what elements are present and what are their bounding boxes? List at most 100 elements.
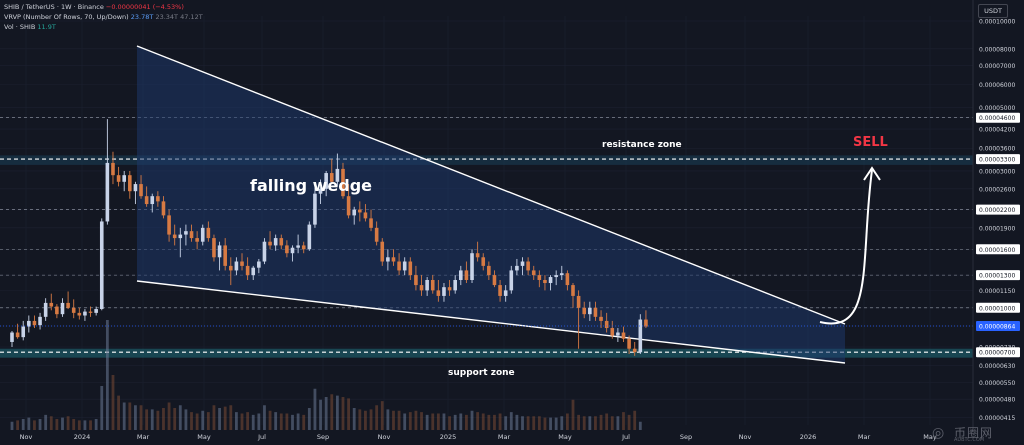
candle-body: [77, 312, 82, 316]
volume-bar: [330, 394, 334, 430]
volume-bar: [139, 405, 143, 430]
volume-bar: [425, 414, 429, 430]
candle-body: [408, 261, 413, 276]
volume-bar: [594, 416, 597, 430]
candle-body: [71, 307, 76, 313]
price-tick-label: 0.00001900: [979, 225, 1015, 232]
candle-body: [543, 279, 547, 284]
time-tick-label: Sep: [680, 433, 692, 441]
volume-legend[interactable]: Vol · SHIB 11.9T: [4, 23, 56, 31]
price-tick-label: 0.00004600: [979, 115, 1015, 122]
candle-body: [397, 261, 401, 271]
price-tick-label: 0.00000415: [979, 415, 1015, 422]
falling-wedge-label: falling wedge: [250, 176, 372, 195]
volume-bar: [21, 419, 25, 430]
time-tick-label: Mar: [498, 433, 511, 441]
time-tick-label: May: [558, 433, 572, 441]
price-label-box: [976, 347, 1020, 358]
candle-body: [161, 201, 166, 216]
price-tick-label: 0.00004200: [979, 127, 1015, 134]
symbol-legend[interactable]: SHIB / TetherUS · 1W · Binance −0.000000…: [4, 3, 184, 11]
volume-bar: [16, 420, 20, 430]
volume-bar: [33, 420, 36, 430]
volume-bar: [100, 386, 104, 430]
watermark-logo: ◎: [932, 425, 945, 441]
candle-body: [212, 238, 216, 258]
candle-body: [262, 241, 267, 262]
candle-body: [548, 277, 553, 284]
candle-body: [644, 319, 648, 327]
candle-body: [358, 209, 362, 213]
candle-body: [346, 196, 351, 216]
price-axis[interactable]: 0.00010000 0.00008000 0.00007000 0.00006000…: [972, 0, 1020, 430]
watermark: ◎ 币圈网 AUBTC.COM: [930, 425, 1022, 443]
candle-body: [105, 162, 110, 222]
time-tick-label: May: [923, 433, 937, 441]
candle-body: [391, 257, 396, 262]
volume-bar: [49, 416, 53, 430]
volume-bar: [487, 414, 491, 430]
candle-body: [554, 275, 558, 278]
candle-body: [610, 328, 615, 336]
price-tick-label: 0.00000700: [979, 350, 1015, 357]
volume-bar: [588, 416, 592, 430]
volume-bar: [515, 414, 519, 430]
candle-body: [133, 184, 138, 192]
volume-bar: [341, 397, 345, 430]
volume-bar: [465, 414, 468, 430]
candle-body: [122, 175, 126, 182]
price-label-box: [976, 154, 1020, 165]
volume-bar: [521, 416, 524, 430]
volume-bar: [77, 420, 81, 430]
currency-selector[interactable]: USDT: [978, 4, 1008, 18]
candle-body: [565, 273, 570, 286]
volume-bar: [66, 416, 70, 430]
time-axis[interactable]: Nov 2024 Mar May Jul Sep Nov 2025 Mar May Jul Sep No…: [20, 433, 937, 441]
watermark-site: AUBTC.COM: [954, 437, 985, 443]
resistance-zone-label: resistance zone: [602, 140, 682, 150]
falling-wedge-pattern: [136, 45, 846, 364]
volume-bar: [263, 405, 266, 430]
price-tick-label: 0.00001150: [979, 288, 1015, 295]
price-tick-label: 0.00008000: [979, 46, 1015, 53]
volume-bar: [414, 410, 418, 430]
candle-body: [49, 302, 54, 307]
candle-body: [178, 234, 183, 239]
candle-body: [352, 209, 357, 216]
volume-bar: [504, 416, 508, 430]
symbol-title[interactable]: SHIB / TetherUS · 1W · Binance: [4, 3, 104, 11]
volume-bar: [431, 413, 435, 430]
volume-bar: [55, 419, 59, 430]
candle-body: [15, 332, 20, 338]
vrvp-value-2: 23.34T 47.12T: [155, 13, 203, 21]
volume-bar: [195, 413, 199, 430]
candle-body: [307, 224, 312, 250]
volume-bar: [459, 413, 463, 430]
volume-label: Vol · SHIB: [4, 23, 36, 31]
volume-bar: [582, 416, 586, 430]
volume-bar: [89, 420, 92, 430]
volume-bar: [622, 412, 625, 430]
volume-bar: [201, 410, 205, 430]
candle-body: [55, 306, 59, 315]
candle-body: [341, 168, 345, 197]
volume-bar: [392, 410, 395, 430]
volume-bar: [10, 421, 14, 430]
candle-body: [447, 287, 452, 291]
candle-body: [442, 287, 446, 296]
volume-bar: [380, 401, 384, 430]
volume-bar: [313, 388, 317, 430]
volume-bar: [279, 413, 283, 430]
volume-bar: [324, 397, 328, 430]
volume-bar: [560, 416, 564, 430]
volume-bar: [436, 413, 440, 430]
candle-body: [487, 265, 491, 276]
volume-bar: [229, 405, 233, 430]
price-tick-label: 0.00002600: [979, 186, 1015, 193]
volume-bar: [509, 412, 513, 430]
volume-bar: [526, 416, 530, 430]
volume-bar: [72, 419, 76, 430]
vrvp-legend[interactable]: VRVP (Number Of Rows, 70, Up/Down) 23.78…: [4, 13, 203, 21]
candle-body: [128, 175, 132, 192]
